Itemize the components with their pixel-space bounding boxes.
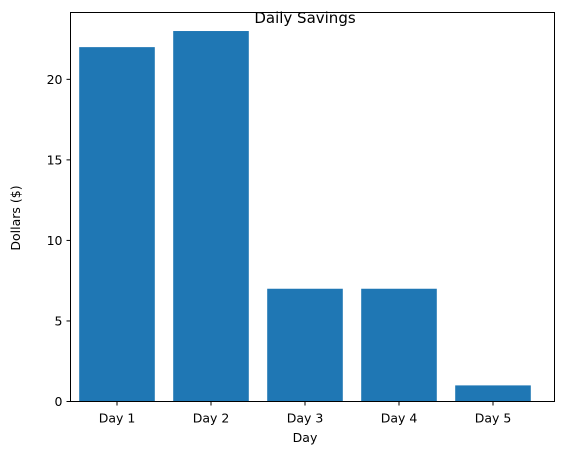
y-tick-label: 15	[47, 152, 63, 167]
y-axis-ticks: 0 5 10 15 20	[47, 72, 71, 409]
y-tick-label: 10	[47, 233, 63, 248]
bar-2	[173, 31, 249, 402]
bar-3	[267, 288, 343, 402]
y-axis-label: Dollars ($)	[8, 185, 23, 250]
y-tick-label: 20	[47, 72, 63, 87]
plot-frame	[70, 12, 555, 402]
x-tick-label: Day 3	[287, 411, 324, 426]
bars-group	[79, 31, 531, 402]
x-tick-label: Day 1	[99, 411, 136, 426]
x-tick-label: Day 4	[381, 411, 418, 426]
bar-1	[79, 47, 155, 402]
y-tick-label: 5	[55, 313, 63, 328]
bar-4	[361, 288, 437, 402]
y-tick-label: 0	[55, 394, 63, 409]
x-axis-ticks: Day 1 Day 2 Day 3 Day 4 Day 5	[99, 401, 512, 426]
bar-5	[455, 385, 531, 402]
chart-title: Daily Savings	[254, 9, 356, 27]
x-tick-label: Day 2	[193, 411, 230, 426]
x-axis-label: Day	[293, 430, 318, 445]
x-tick-label: Day 5	[475, 411, 512, 426]
